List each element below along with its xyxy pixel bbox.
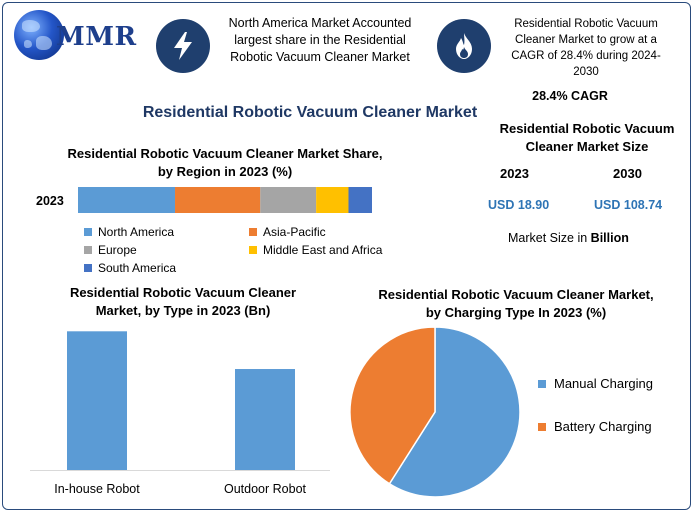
market-size-note: Market Size in Billion xyxy=(508,231,629,245)
charging-legend-swatch-1 xyxy=(538,422,546,431)
mmr-logo: MMR xyxy=(12,8,142,64)
region-stacked-bar xyxy=(78,187,372,213)
header-box2-text: Residential Robotic Vacuum Cleaner Marke… xyxy=(511,18,661,78)
charging-legend-swatch-0 xyxy=(538,379,546,388)
region-legend-item-4: South America xyxy=(84,259,176,277)
region-segment-3 xyxy=(316,187,349,213)
charging-legend-label-0: Manual Charging xyxy=(554,376,654,391)
charging-slice-0 xyxy=(388,326,521,498)
charging-chart-title: Residential Robotic Vacuum Cleaner Marke… xyxy=(378,287,654,320)
region-segment-0 xyxy=(78,187,176,213)
region-legend-swatch-1 xyxy=(249,228,257,236)
charging-legend-item-0: Manual Charging xyxy=(538,376,688,391)
logo-text: MMR xyxy=(56,22,137,52)
charging-legend-label-1: Battery Charging xyxy=(554,419,652,434)
region-chart-category-label: 2023 xyxy=(36,194,64,208)
charging-legend-item-1: Battery Charging xyxy=(538,419,688,434)
header-box1-text: North America Market Accounted largest s… xyxy=(228,16,412,64)
region-segment-1 xyxy=(175,187,261,213)
region-legend-label-4: South America xyxy=(98,261,177,275)
region-segment-4 xyxy=(348,187,372,213)
region-legend-swatch-4 xyxy=(84,264,92,272)
type-bar-1 xyxy=(235,369,295,470)
type-category-label-inhouse: In-house Robot xyxy=(54,482,140,496)
market-size-year-2023: 2023 xyxy=(500,166,529,181)
region-chart-title: Residential Robotic Vacuum Cleaner Marke… xyxy=(67,146,383,179)
type-chart-title: Residential Robotic Vacuum Cleaner Marke… xyxy=(69,285,297,318)
cagr-label: 28.4% CAGR xyxy=(532,89,608,103)
region-legend-label-3: Middle East and Africa xyxy=(263,243,383,257)
region-legend-label-2: Europe xyxy=(98,243,137,257)
region-legend-item-2: Europe xyxy=(84,241,137,259)
type-bar-chart xyxy=(30,331,330,471)
main-title: Residential Robotic Vacuum Cleaner Marke… xyxy=(142,104,478,121)
market-size-note-unit: Billion xyxy=(590,231,629,245)
region-legend-swatch-0 xyxy=(84,228,92,236)
region-segment-2 xyxy=(260,187,317,213)
region-legend: North America Asia-Pacific Europe Middle Ea… xyxy=(84,223,424,279)
market-size-note-prefix: Market Size in xyxy=(508,231,591,245)
charging-legend: Manual Charging Battery Charging xyxy=(538,376,688,462)
charging-slice-1 xyxy=(349,326,436,485)
market-size-value-2023: USD 18.90 xyxy=(488,198,550,212)
region-legend-swatch-2 xyxy=(84,246,92,254)
charging-pie-chart xyxy=(349,326,521,498)
market-size-value-2030: USD 108.74 xyxy=(594,198,663,212)
lightning-icon xyxy=(156,19,210,73)
region-legend-item-0: North America xyxy=(84,223,174,241)
market-size-year-2030: 2030 xyxy=(613,166,642,181)
flame-icon xyxy=(437,19,491,73)
type-category-label-outdoor: Outdoor Robot xyxy=(224,482,306,496)
region-legend-item-3: Middle East and Africa xyxy=(249,241,382,259)
globe-icon xyxy=(14,10,64,60)
type-bar-0 xyxy=(67,331,127,470)
market-size-title: Residential Robotic Vacuum Cleaner Marke… xyxy=(499,121,675,154)
region-legend-label-0: North America xyxy=(98,225,175,239)
region-legend-label-1: Asia-Pacific xyxy=(263,225,326,239)
region-legend-swatch-3 xyxy=(249,246,257,254)
region-legend-item-1: Asia-Pacific xyxy=(249,223,326,241)
